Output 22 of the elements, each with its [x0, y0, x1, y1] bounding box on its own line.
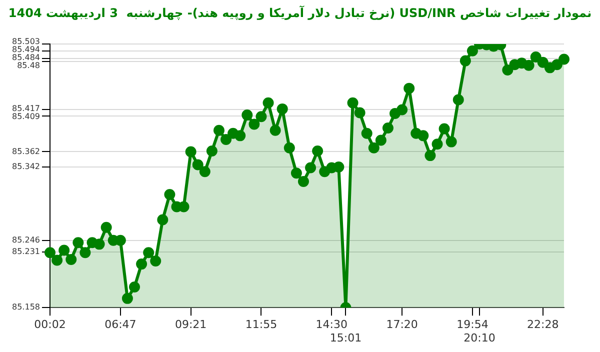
chart-title: نمودار تغییرات شاخص USD/INR (نرخ تبادل دلار آمریکا و روپیه هند)- چهارشنبه 3 اردیبهشت 1404 — [8, 5, 592, 20]
y-tick-label: 85.494 — [12, 44, 40, 54]
x-tick-label: 00:02 — [34, 318, 66, 332]
y-tick-label: 85.417 — [12, 104, 40, 113]
y-tick-label: 85.158 — [12, 302, 40, 312]
x-tick-label: 06:47 — [104, 318, 136, 332]
x-tick-label: 15:01 — [330, 331, 362, 344]
x-tick-label: 11:55 — [245, 318, 278, 332]
y-tick-label: 85.246 — [12, 235, 40, 244]
y-tick-label: 85.342 — [12, 162, 40, 172]
y-tick-label: 85.503 — [12, 36, 40, 46]
y-tick-label: 85.362 — [12, 146, 40, 156]
x-tick-label: 22:28 — [527, 318, 559, 332]
y-tick-label: 85.484 — [12, 52, 40, 62]
y-tick-label: 85.48 — [17, 60, 40, 70]
y-tick-label: 85.231 — [12, 246, 40, 256]
x-tick-label: 09:21 — [174, 318, 207, 332]
x-tick-label: 19:54 — [456, 318, 488, 332]
x-tick-label: 17:20 — [386, 318, 418, 332]
x-tick-label: 20:10 — [464, 331, 496, 344]
y-tick-label: 85.409 — [12, 112, 40, 121]
x-tick-label: 14:30 — [316, 318, 348, 332]
